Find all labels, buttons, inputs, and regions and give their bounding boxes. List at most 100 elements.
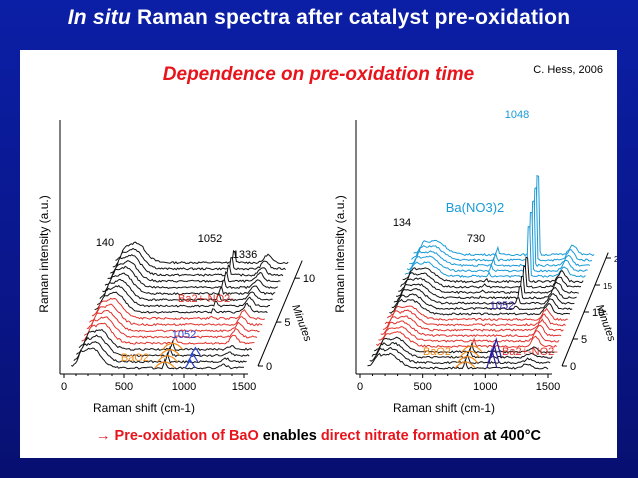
conclusion-arrow: → bbox=[96, 428, 111, 444]
spectrum-line bbox=[94, 291, 268, 314]
spectrum-line bbox=[110, 254, 284, 277]
spectrum-fill bbox=[92, 298, 265, 320]
spectrum-line bbox=[373, 336, 555, 354]
spectrum-line bbox=[81, 322, 255, 345]
blue-1052-peak bbox=[187, 352, 199, 363]
peak-label: 140 bbox=[96, 237, 114, 249]
spectrum-line bbox=[400, 265, 582, 289]
spectrum-line bbox=[86, 309, 260, 333]
spectrum-annotation: Ba2+-NO2- bbox=[502, 346, 558, 358]
conclusion-line: → Pre-oxidation of BaO enables direct ni… bbox=[20, 428, 617, 444]
x-tick-label: 1000 bbox=[473, 381, 497, 393]
spectrum-fill bbox=[97, 285, 270, 307]
z-tick-label: 0 bbox=[266, 361, 272, 373]
spectrum-fill bbox=[374, 337, 555, 353]
z-tick-label: 10 bbox=[303, 273, 315, 285]
blue-1052-peak bbox=[486, 347, 498, 369]
bao2-peak bbox=[154, 361, 176, 369]
z-axis-line bbox=[561, 252, 609, 367]
spectrum-line bbox=[112, 247, 286, 271]
slide-title: In situ Raman spectra after catalyst pre… bbox=[14, 6, 624, 30]
blue-1052-peak bbox=[488, 342, 500, 363]
bao2-peak bbox=[159, 349, 181, 356]
spectrum-fill bbox=[382, 316, 564, 332]
spectrum-line bbox=[115, 241, 289, 265]
spectrum-line bbox=[384, 309, 566, 327]
spectrum-annotation: BaO2 bbox=[121, 352, 149, 364]
spectrum-annotation: Ba(NO3)2 bbox=[446, 200, 505, 215]
z-tick-label: 15 bbox=[603, 282, 612, 291]
spectrum-annotation: Ba2+-NO2- bbox=[178, 293, 234, 305]
peak-label: 730 bbox=[467, 233, 485, 245]
spectrum-fill bbox=[402, 257, 584, 283]
conclusion-part1: Pre-oxidation of BaO bbox=[114, 428, 259, 444]
peak-label: 1052 bbox=[198, 233, 222, 245]
spectrum-line bbox=[411, 186, 593, 262]
conclusion-part3: direct nitrate formation bbox=[320, 428, 480, 444]
z-tick-label: 0 bbox=[570, 361, 576, 373]
blue-1052-peak bbox=[184, 358, 196, 369]
spectrum-line bbox=[393, 288, 575, 305]
y-axis-label: Raman intensity (a.u.) bbox=[37, 195, 51, 312]
chart-right: 0 500 1000 1500 Raman shift (cm-1) Raman inte… bbox=[333, 109, 617, 415]
bao2-peak bbox=[156, 355, 178, 363]
title-rest: Raman spectra after catalyst pre-oxidati… bbox=[130, 6, 571, 29]
bao2-peak bbox=[457, 356, 478, 363]
spectrum-line bbox=[404, 226, 586, 278]
spectrum-fill bbox=[115, 242, 289, 264]
spectrum-line bbox=[107, 260, 281, 283]
spectrum-fill bbox=[413, 175, 595, 256]
blue-1052-peak bbox=[490, 336, 502, 358]
conclusion-part4: at 400°C bbox=[479, 428, 541, 444]
spectrum-fill bbox=[385, 310, 566, 326]
subtitle: Dependence on pre-oxidation time bbox=[162, 64, 475, 85]
blue-1052-peak bbox=[189, 346, 201, 356]
x-tick-label: 0 bbox=[357, 381, 363, 393]
z-tick-label: 5 bbox=[284, 317, 290, 329]
spectrum-fill bbox=[105, 266, 278, 289]
bao2-peak bbox=[461, 345, 483, 353]
z-tick-label: 5 bbox=[581, 334, 587, 346]
spectrum-fill bbox=[369, 347, 551, 364]
spectrum-line bbox=[386, 305, 568, 322]
z-axis-label: Minutes bbox=[593, 303, 617, 344]
spectrum-fill bbox=[398, 276, 579, 294]
spectrum-line bbox=[389, 298, 571, 316]
spectrum-line bbox=[71, 347, 245, 370]
spectrum-fill bbox=[391, 293, 573, 310]
spectrum-line bbox=[91, 297, 265, 321]
spectrum-line bbox=[83, 316, 258, 339]
spectrum-fill bbox=[112, 248, 286, 270]
spectrum-annotation: 1052 bbox=[172, 329, 196, 341]
spectrum-fill bbox=[79, 329, 252, 351]
spectrum-annotation: 1052 bbox=[490, 300, 514, 312]
spectrum-line bbox=[406, 212, 588, 273]
spectrum-fill bbox=[84, 316, 257, 338]
spectrum-line bbox=[409, 199, 591, 268]
spectrum-fill bbox=[376, 331, 557, 348]
bao2-peak bbox=[459, 350, 481, 358]
spectrum-line bbox=[398, 275, 579, 295]
x-tick-label: 0 bbox=[61, 381, 67, 393]
spectrum-line bbox=[89, 303, 263, 327]
spectrum-line bbox=[76, 334, 250, 358]
spectrum-line bbox=[73, 341, 247, 364]
spectrum-line bbox=[78, 328, 253, 351]
z-tick-label: 10 bbox=[592, 307, 604, 319]
x-tick-label: 1500 bbox=[536, 381, 560, 393]
y-axis-label: Raman intensity (a.u.) bbox=[333, 195, 347, 312]
spectrum-line bbox=[371, 341, 553, 359]
spectrum-line bbox=[99, 278, 273, 302]
title-italic: In situ bbox=[67, 6, 131, 29]
spectrum-fill bbox=[86, 310, 260, 332]
spectrum-line bbox=[367, 352, 549, 370]
bao2-peak bbox=[162, 342, 184, 350]
z-tick-label: 20 bbox=[614, 255, 617, 264]
spectrum-line bbox=[382, 315, 564, 332]
content-panel: Dependence on pre-oxidation time C. Hess… bbox=[20, 50, 617, 458]
spectrum-line bbox=[104, 265, 278, 290]
x-tick-label: 1500 bbox=[232, 381, 256, 393]
spectrum-line bbox=[102, 272, 276, 296]
spectrum-fill bbox=[396, 284, 577, 299]
peak-label: 1336 bbox=[233, 249, 257, 261]
